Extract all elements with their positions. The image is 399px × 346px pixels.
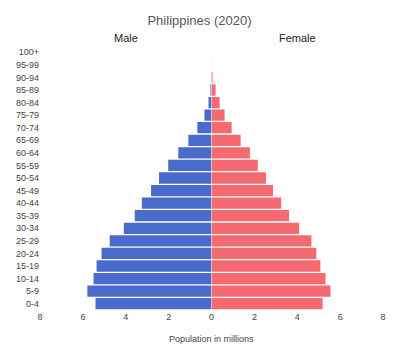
- svg-text:10-14: 10-14: [16, 274, 39, 284]
- svg-text:75-79: 75-79: [16, 110, 39, 120]
- svg-text:30-34: 30-34: [16, 223, 39, 233]
- svg-text:4: 4: [123, 312, 128, 322]
- svg-text:15-19: 15-19: [16, 261, 39, 271]
- svg-text:2: 2: [252, 312, 257, 322]
- svg-text:70-74: 70-74: [16, 123, 39, 133]
- svg-text:25-29: 25-29: [16, 236, 39, 246]
- svg-text:95-99: 95-99: [16, 60, 39, 70]
- svg-text:65-69: 65-69: [16, 135, 39, 145]
- svg-text:6: 6: [80, 312, 85, 322]
- svg-text:40-44: 40-44: [16, 198, 39, 208]
- svg-text:85-89: 85-89: [16, 85, 39, 95]
- svg-text:50-54: 50-54: [16, 173, 39, 183]
- svg-text:55-59: 55-59: [16, 161, 39, 171]
- svg-text:Male: Male: [114, 32, 138, 44]
- svg-text:Population in millions: Population in millions: [169, 334, 254, 344]
- svg-text:8: 8: [380, 312, 385, 322]
- svg-text:5-9: 5-9: [26, 286, 39, 296]
- svg-text:35-39: 35-39: [16, 211, 39, 221]
- svg-text:60-64: 60-64: [16, 148, 39, 158]
- svg-text:8: 8: [37, 312, 42, 322]
- svg-text:90-94: 90-94: [16, 73, 39, 83]
- svg-text:2: 2: [166, 312, 171, 322]
- svg-text:4: 4: [295, 312, 300, 322]
- svg-text:100+: 100+: [19, 47, 39, 57]
- svg-text:80-84: 80-84: [16, 98, 39, 108]
- svg-text:6: 6: [338, 312, 343, 322]
- svg-text:45-49: 45-49: [16, 186, 39, 196]
- svg-text:20-24: 20-24: [16, 249, 39, 259]
- svg-text:0: 0: [209, 312, 214, 322]
- svg-text:0-4: 0-4: [26, 299, 39, 309]
- svg-text:Philippines (2020): Philippines (2020): [147, 13, 251, 28]
- svg-text:Female: Female: [279, 32, 316, 44]
